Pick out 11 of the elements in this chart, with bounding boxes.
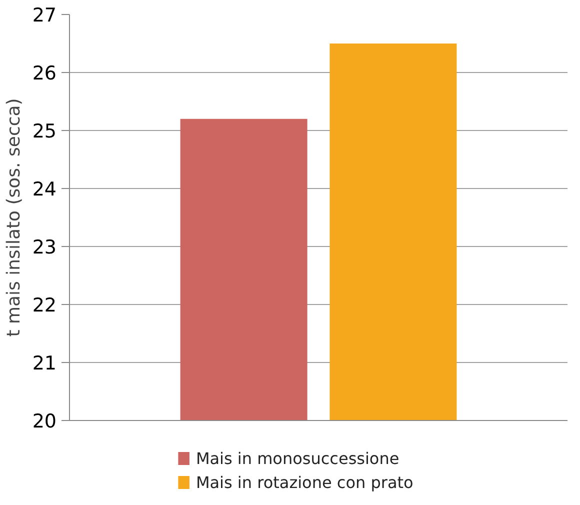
y-tick-label: 24 xyxy=(32,178,57,200)
y-tick-label: 25 xyxy=(32,120,57,142)
y-tick-label: 23 xyxy=(32,236,57,258)
y-tick-label: 27 xyxy=(32,4,57,26)
y-tick-label: 20 xyxy=(32,410,57,432)
y-tick-label: 21 xyxy=(32,352,57,374)
y-axis-title: t mais insilato (sos. secca) xyxy=(3,98,24,337)
legend-label: Mais in monosuccessione xyxy=(196,449,400,468)
legend-label: Mais in rotazione con prato xyxy=(196,473,414,492)
y-tick-label: 22 xyxy=(32,294,57,316)
y-tick-label: 26 xyxy=(32,62,57,84)
